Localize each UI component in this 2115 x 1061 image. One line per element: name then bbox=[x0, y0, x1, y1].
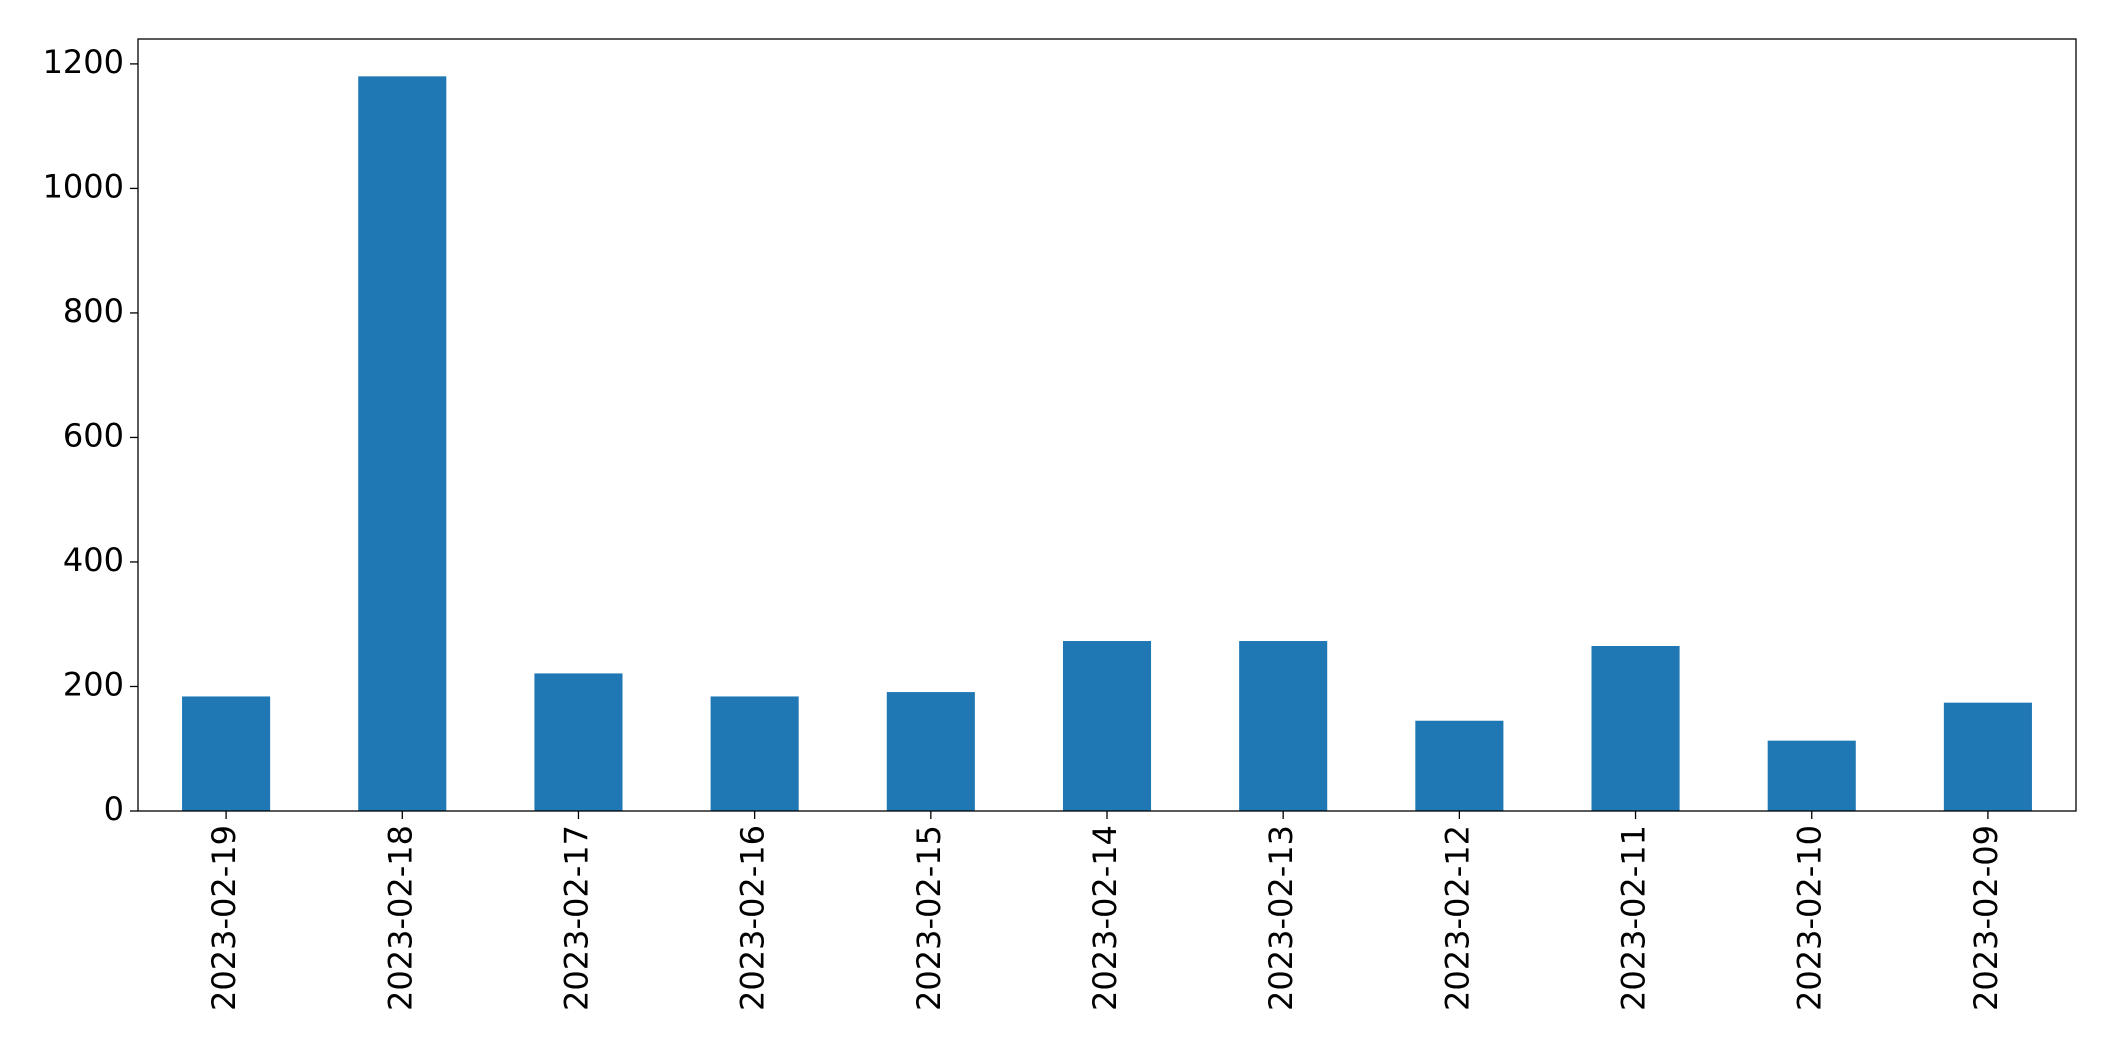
y-tick-label: 400 bbox=[63, 541, 124, 579]
bar bbox=[886, 692, 975, 811]
bar bbox=[358, 76, 447, 811]
x-tick-label: 2023-02-13 bbox=[1262, 825, 1300, 1011]
bar bbox=[1943, 702, 2032, 811]
y-tick-label: 1200 bbox=[43, 43, 124, 81]
x-tick-label: 2023-02-10 bbox=[1791, 825, 1829, 1011]
bar bbox=[1591, 646, 1680, 811]
y-tick-label: 1000 bbox=[43, 167, 124, 205]
bar bbox=[1062, 641, 1152, 811]
bar bbox=[1239, 641, 1328, 811]
y-tick-label: 200 bbox=[63, 665, 124, 703]
bar bbox=[1415, 720, 1504, 811]
bar bbox=[1767, 740, 1856, 811]
y-tick-label: 0 bbox=[104, 790, 124, 828]
x-tick-label: 2023-02-17 bbox=[557, 825, 595, 1011]
x-tick-label: 2023-02-19 bbox=[205, 825, 243, 1011]
bar bbox=[710, 696, 799, 811]
x-tick-label: 2023-02-16 bbox=[734, 825, 772, 1011]
x-tick-label: 2023-02-12 bbox=[1438, 825, 1476, 1011]
x-tick-label: 2023-02-18 bbox=[381, 825, 419, 1011]
x-tick-label: 2023-02-15 bbox=[910, 825, 948, 1011]
y-tick-label: 600 bbox=[63, 416, 124, 454]
bar bbox=[534, 673, 623, 811]
x-tick-label: 2023-02-09 bbox=[1967, 825, 2005, 1011]
bar bbox=[182, 696, 271, 811]
x-tick-label: 2023-02-11 bbox=[1615, 825, 1653, 1011]
x-tick-label: 2023-02-14 bbox=[1086, 825, 1124, 1011]
plot-frame bbox=[137, 38, 2077, 812]
y-tick-label: 800 bbox=[63, 292, 124, 330]
